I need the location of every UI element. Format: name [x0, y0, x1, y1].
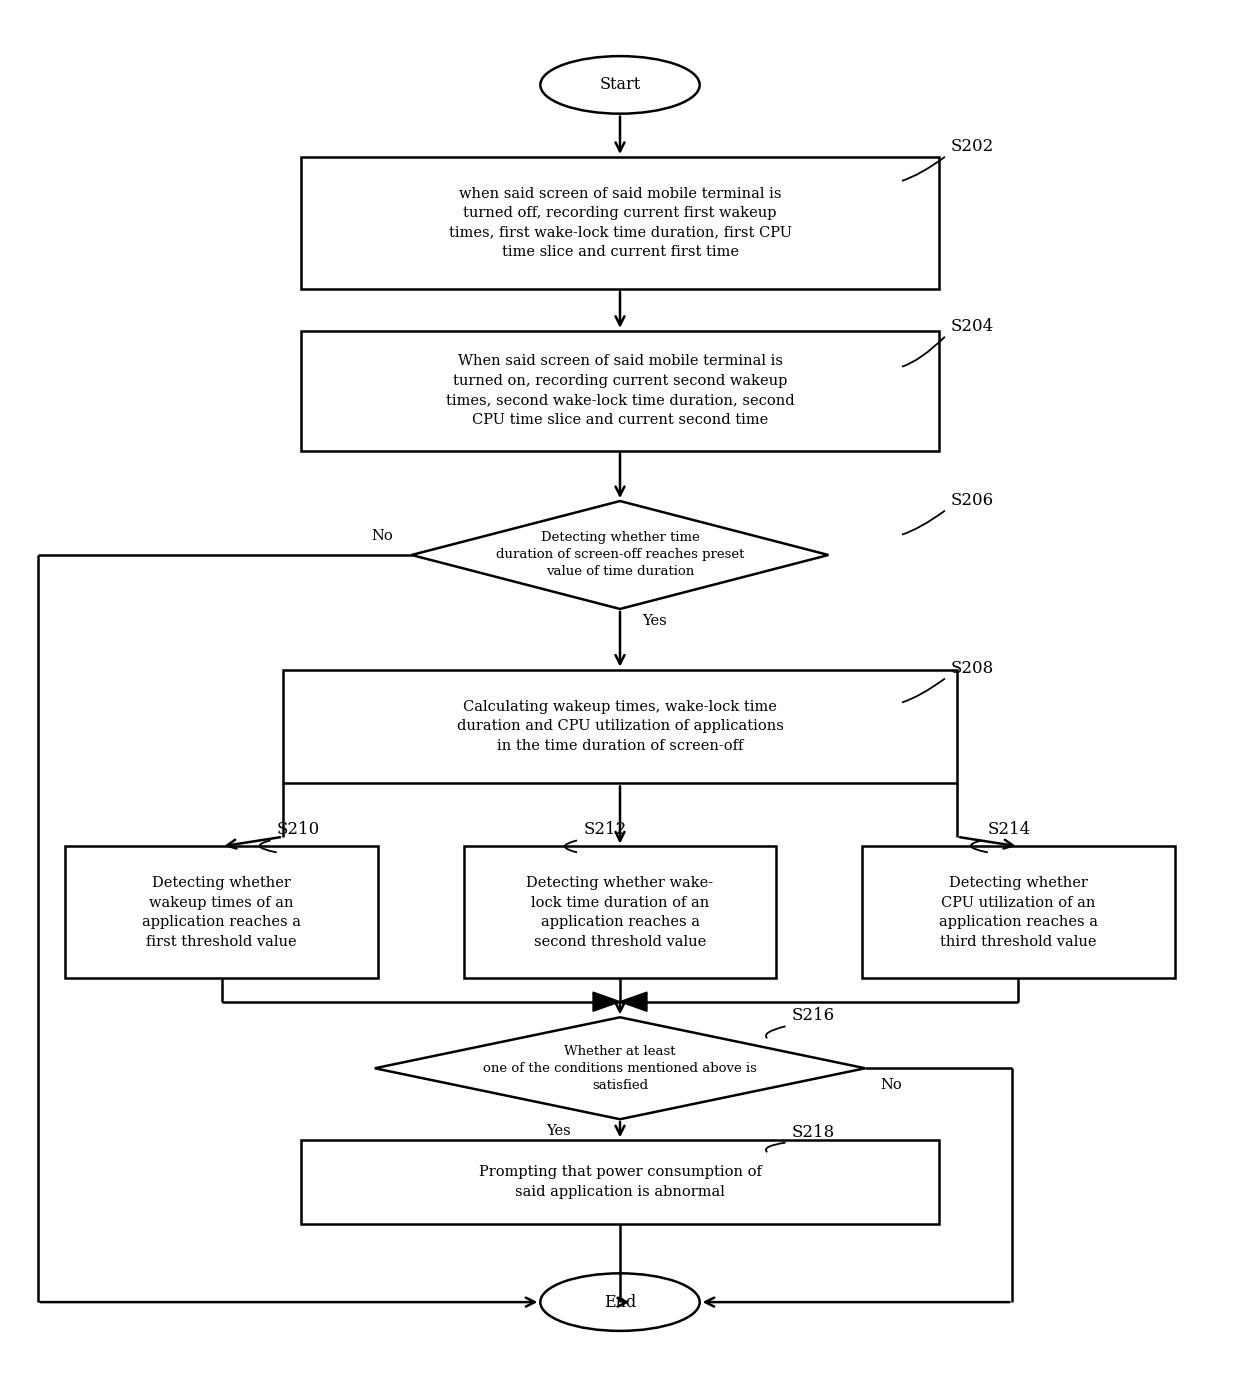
Text: S208: S208	[951, 659, 994, 677]
Text: S214: S214	[988, 822, 1032, 839]
Text: S204: S204	[951, 318, 994, 334]
Text: Whether at least
one of the conditions mentioned above is
satisfied: Whether at least one of the conditions m…	[484, 1045, 756, 1092]
Bar	[283, 670, 957, 783]
Text: S206: S206	[951, 492, 994, 508]
Text: when said screen of said mobile terminal is
turned off, recording current first : when said screen of said mobile terminal…	[449, 187, 791, 259]
Text: Detecting whether
wakeup times of an
application reaches a
first threshold value: Detecting whether wakeup times of an app…	[143, 876, 301, 949]
Bar	[301, 330, 939, 451]
Polygon shape	[620, 992, 647, 1011]
Text: S218: S218	[791, 1124, 835, 1141]
Text: S202: S202	[951, 138, 994, 155]
Text: When said screen of said mobile terminal is
turned on, recording current second : When said screen of said mobile terminal…	[445, 354, 795, 426]
Text: Start: Start	[599, 77, 641, 93]
Text: No: No	[372, 529, 393, 543]
Text: Yes: Yes	[642, 614, 667, 628]
Text: Detecting whether
CPU utilization of an
application reaches a
third threshold va: Detecting whether CPU utilization of an …	[939, 876, 1097, 949]
Bar	[66, 847, 378, 978]
Text: S212: S212	[583, 822, 626, 839]
Text: Prompting that power consumption of
said application is abnormal: Prompting that power consumption of said…	[479, 1166, 761, 1199]
Text: Detecting whether wake-
lock time duration of an
application reaches a
second th: Detecting whether wake- lock time durati…	[527, 876, 713, 949]
Bar	[464, 847, 776, 978]
Text: S210: S210	[277, 822, 320, 839]
Text: End: End	[604, 1294, 636, 1311]
Bar	[862, 847, 1174, 978]
Polygon shape	[593, 992, 620, 1011]
Bar	[301, 157, 939, 288]
Text: No: No	[880, 1078, 901, 1092]
Text: Calculating wakeup times, wake-lock time
duration and CPU utilization of applica: Calculating wakeup times, wake-lock time…	[456, 699, 784, 754]
Text: S216: S216	[791, 1007, 835, 1024]
Text: Detecting whether time
duration of screen-off reaches preset
value of time durat: Detecting whether time duration of scree…	[496, 532, 744, 578]
Text: Yes: Yes	[546, 1124, 570, 1138]
Bar	[301, 1141, 939, 1224]
